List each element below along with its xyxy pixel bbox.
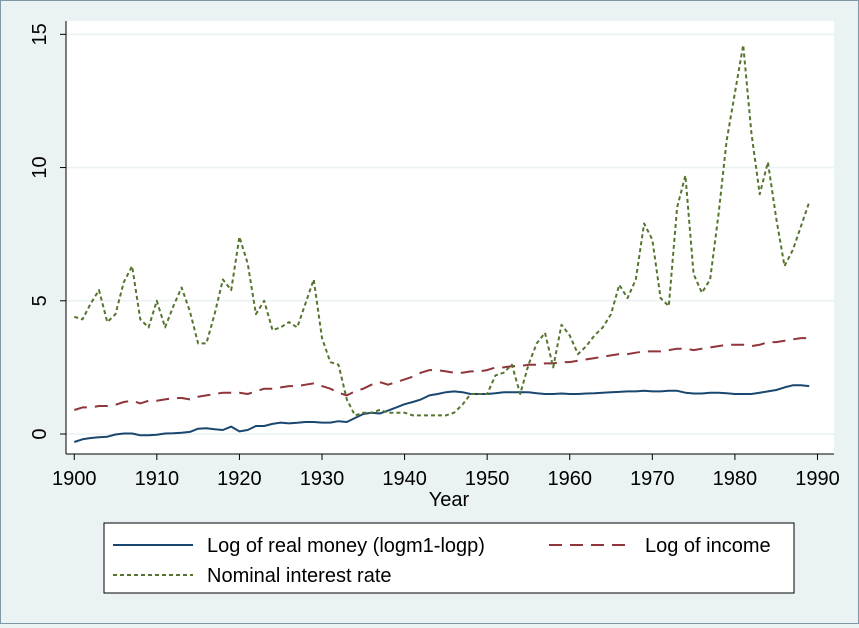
x-tick-label: 1940 (382, 468, 427, 490)
series-group (73, 44, 811, 443)
legend-box (103, 522, 795, 594)
x-tick-label: 1930 (300, 468, 345, 490)
x-tick-label: 1920 (217, 468, 262, 490)
x-tick-label: 1910 (135, 468, 180, 490)
series-line-income (73, 337, 810, 411)
y-tick-label: 15 (29, 23, 51, 45)
x-tick-label: 1980 (713, 468, 758, 490)
x-axis: 1900 1910 1920 1930 1940 1950 1960 1970 1980 1990 (52, 454, 840, 490)
x-tick-label: 1960 (547, 468, 592, 490)
y-tick-label: 0 (29, 428, 51, 439)
plot-area (66, 21, 834, 454)
legend-label-real-money: Log of real money (logm1-logp) (207, 535, 485, 557)
grid-lines (66, 33, 834, 435)
x-tick-label: 1900 (52, 468, 97, 490)
x-tick-label: 1990 (795, 468, 840, 490)
x-tick-label: 1970 (630, 468, 675, 490)
x-tick-label: 1950 (465, 468, 510, 490)
y-tick-label: 10 (29, 156, 51, 178)
legend: Log of real money (logm1-logp) Log of in… (103, 522, 795, 594)
y-tick-label: 5 (29, 295, 51, 306)
series-line-interest (73, 44, 811, 417)
x-axis-title: Year (429, 489, 470, 511)
legend-label-income: Log of income (645, 535, 771, 557)
y-axis: 0 5 10 15 (29, 23, 66, 440)
legend-label-interest: Nominal interest rate (207, 565, 392, 587)
series-line-real-money (73, 384, 810, 443)
